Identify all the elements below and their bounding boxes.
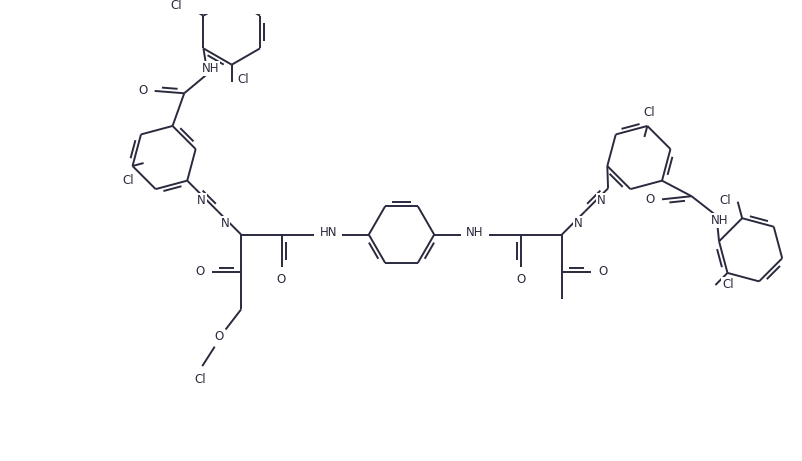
- Text: Cl: Cl: [642, 106, 654, 119]
- Text: O: O: [214, 330, 224, 343]
- Text: Cl: Cl: [719, 195, 730, 207]
- Text: N: N: [596, 194, 605, 207]
- Text: O: O: [645, 193, 654, 206]
- Text: NH: NH: [202, 62, 219, 75]
- Text: HN: HN: [319, 226, 337, 239]
- Text: Cl: Cl: [194, 373, 205, 386]
- Text: O: O: [516, 273, 525, 286]
- Text: Cl: Cl: [170, 0, 182, 12]
- Text: O: O: [138, 84, 148, 97]
- Text: O: O: [195, 266, 205, 278]
- Text: Cl: Cl: [237, 73, 249, 86]
- Text: O: O: [276, 273, 286, 286]
- Text: N: N: [220, 217, 229, 230]
- Text: N: N: [197, 194, 206, 207]
- Text: O: O: [597, 266, 607, 278]
- Text: NH: NH: [710, 214, 727, 227]
- Text: Cl: Cl: [721, 278, 733, 291]
- Text: N: N: [573, 217, 582, 230]
- Text: NH: NH: [465, 226, 483, 239]
- Text: Cl: Cl: [123, 173, 134, 187]
